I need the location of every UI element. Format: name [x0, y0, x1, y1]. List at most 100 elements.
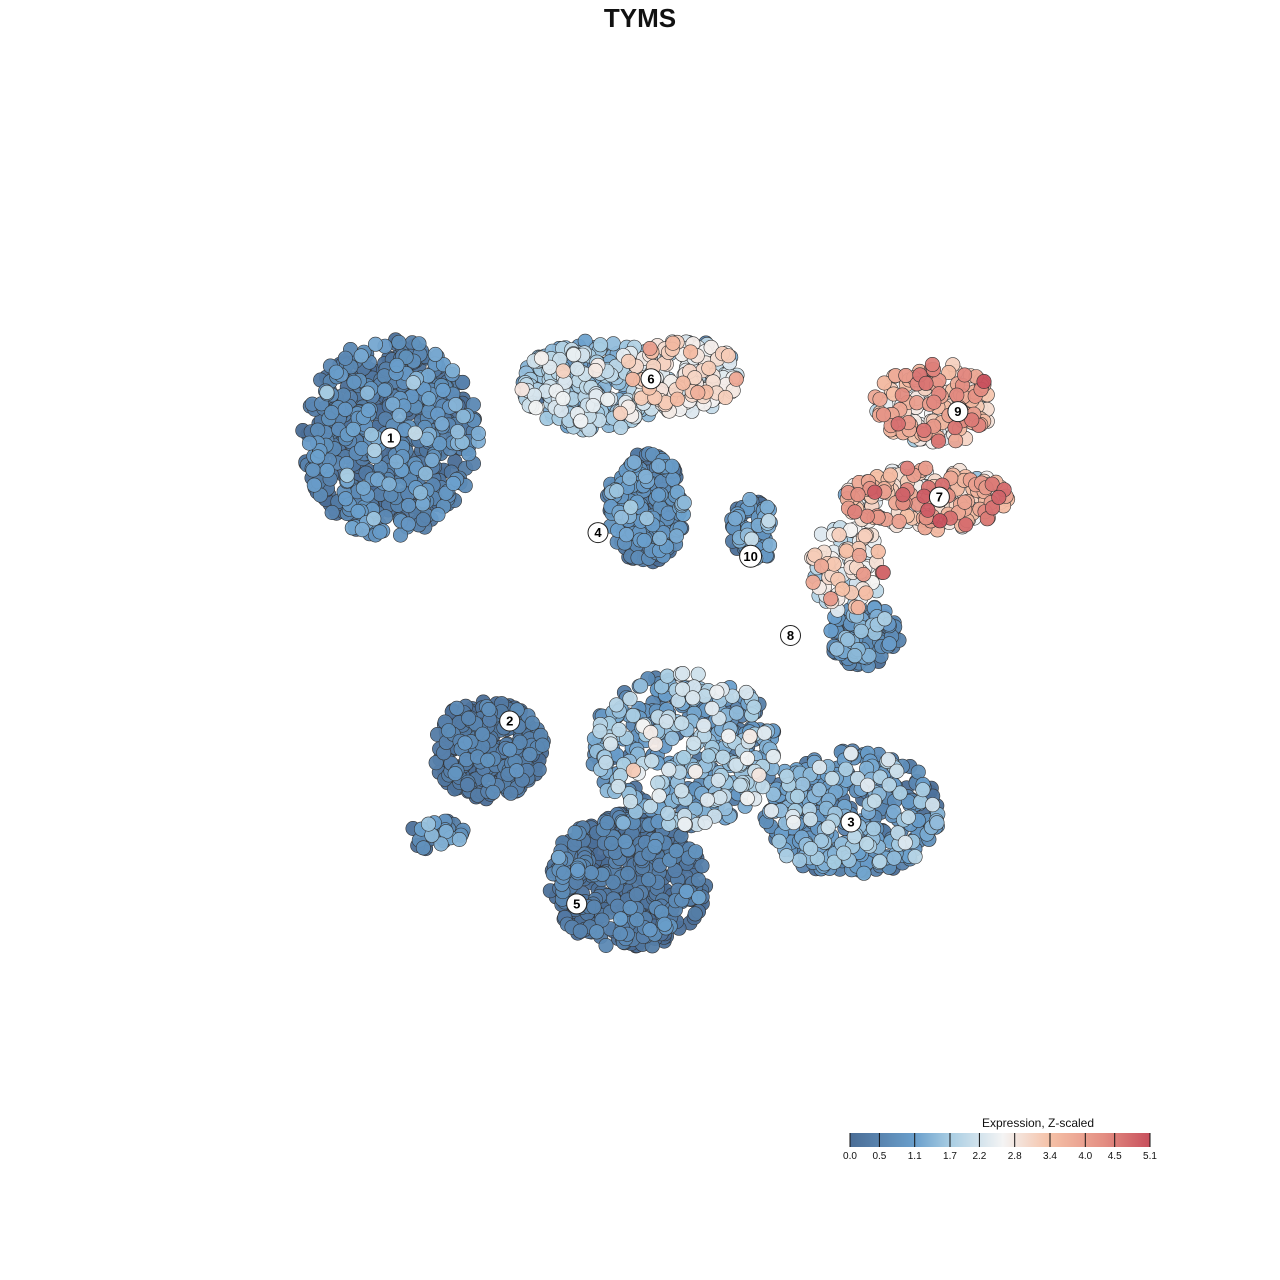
cell-point: [612, 405, 628, 421]
cell-point: [665, 471, 681, 487]
cell-point: [566, 347, 582, 363]
cell-point: [659, 668, 675, 684]
cell-point: [585, 398, 601, 414]
cell-point: [701, 360, 717, 376]
cell-point: [866, 821, 882, 837]
cell-point: [847, 504, 863, 520]
cell-point: [877, 611, 893, 627]
cell-point: [586, 899, 602, 915]
cell-point: [690, 666, 706, 682]
cell-point: [391, 334, 407, 350]
cell-point: [366, 442, 382, 458]
cluster-label-text: 1: [387, 431, 394, 446]
cell-point: [457, 735, 473, 751]
cell-point: [363, 426, 379, 442]
cluster-label-text: 10: [743, 549, 757, 564]
cell-point: [567, 824, 583, 840]
cell-point: [502, 742, 518, 758]
cell-point: [886, 850, 902, 866]
cell-point: [551, 849, 567, 865]
cell-point: [991, 489, 1007, 505]
cluster-label-text: 6: [647, 371, 654, 386]
cell-point: [435, 382, 451, 398]
cell-point: [779, 768, 795, 784]
cell-point: [838, 543, 854, 559]
cell-point: [742, 728, 758, 744]
cluster-label-3: 3: [840, 811, 862, 833]
cell-point: [455, 374, 471, 390]
cell-point: [918, 460, 934, 476]
cell-point: [661, 762, 677, 778]
cell-point: [610, 898, 626, 914]
cell-point: [633, 678, 649, 694]
legend-tick-label: 0.5: [872, 1151, 886, 1162]
cluster-label-5: 5: [566, 893, 588, 915]
cell-point: [870, 544, 886, 560]
cell-point: [875, 564, 891, 580]
cell-point: [629, 912, 645, 928]
cell-point: [622, 691, 638, 707]
cell-point: [354, 440, 370, 456]
cell-point: [418, 466, 434, 482]
cell-point: [976, 373, 992, 389]
cell-point: [367, 336, 383, 352]
color-legend: Expression, Z-scaled 0.0 0.5 1.1 1.7 2.2 2.8 3…: [843, 1116, 1157, 1162]
cell-point: [834, 581, 850, 597]
cell-point: [360, 402, 376, 418]
cell-point: [647, 838, 663, 854]
cell-point: [639, 510, 655, 526]
cell-point: [744, 531, 760, 547]
cell-point: [710, 772, 726, 788]
cell-point: [424, 452, 440, 468]
cell-point: [891, 513, 907, 529]
cell-point: [875, 407, 891, 423]
cell-point: [613, 419, 629, 435]
cell-point: [305, 462, 321, 478]
cell-point: [528, 400, 544, 416]
cell-point: [388, 454, 404, 470]
legend-tick-label: 1.7: [943, 1151, 957, 1162]
cell-point: [654, 904, 670, 920]
cell-point: [573, 413, 589, 429]
cell-point: [324, 405, 340, 421]
cell-point: [415, 840, 431, 856]
cell-point: [509, 763, 525, 779]
cell-point: [811, 759, 827, 775]
cell-point: [355, 480, 371, 496]
cell-point: [957, 494, 973, 510]
cell-point: [447, 766, 463, 782]
cluster-label-6: 6: [640, 368, 662, 390]
cell-point: [728, 371, 744, 387]
cell-point: [600, 391, 616, 407]
cell-point: [867, 484, 883, 500]
cell-point: [686, 735, 702, 751]
legend-tick-label: 4.0: [1078, 1151, 1092, 1162]
cluster-label-text: 7: [936, 490, 943, 505]
cell-point: [829, 641, 845, 657]
cell-point: [929, 815, 945, 831]
cell-point: [598, 754, 614, 770]
cell-point: [648, 736, 664, 752]
cell-point: [381, 476, 397, 492]
cell-point: [572, 923, 588, 939]
cell-point: [688, 844, 704, 860]
cell-point: [481, 701, 497, 717]
cell-point: [534, 350, 550, 366]
cell-point: [665, 335, 681, 351]
cell-point: [608, 697, 624, 713]
cell-point: [626, 454, 642, 470]
cell-point: [461, 710, 477, 726]
cell-point: [677, 816, 693, 832]
cell-point: [615, 815, 631, 831]
cell-point: [715, 749, 731, 765]
cell-point: [470, 425, 486, 441]
cell-point: [609, 483, 625, 499]
cell-point: [742, 491, 758, 507]
cell-point: [687, 906, 703, 922]
cell-point: [503, 785, 519, 801]
cell-point: [621, 470, 637, 486]
cell-point: [556, 865, 572, 881]
cell-point: [603, 736, 619, 752]
cell-point: [372, 524, 388, 540]
cluster-label-2: 2: [499, 710, 521, 732]
